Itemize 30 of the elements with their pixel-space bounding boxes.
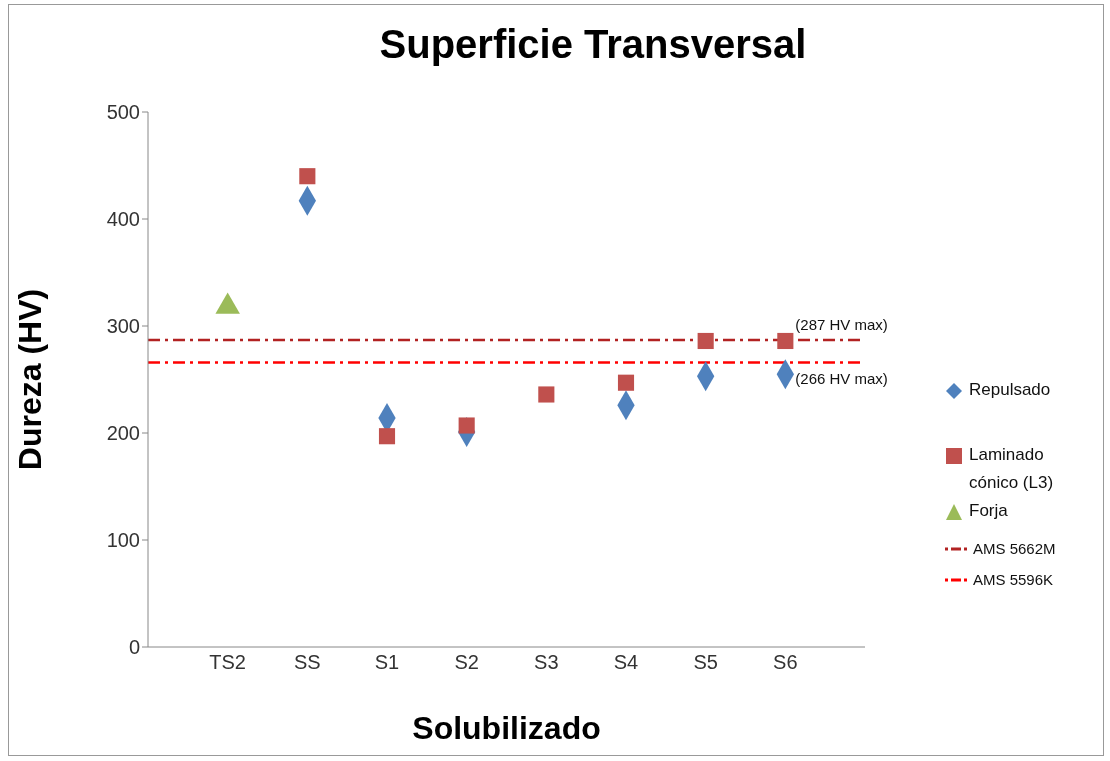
- y-tick-label: 100: [106, 529, 140, 552]
- annotation: (266 HV max): [795, 370, 888, 388]
- legend-label: Laminado cónico (L3): [969, 444, 1055, 494]
- x-tick-label: S1: [374, 651, 400, 674]
- y-axis-title: Dureza (HV): [12, 288, 49, 471]
- point: [378, 428, 396, 445]
- x-axis-title: Solubilizado: [412, 710, 601, 746]
- legend-label: AMS 5596K: [973, 571, 1054, 588]
- legend-label: Forja: [969, 500, 1008, 522]
- point: [299, 168, 316, 185]
- point: [538, 386, 555, 403]
- x-tick-label: SS: [293, 651, 321, 674]
- x-tick-label: S4: [613, 651, 639, 674]
- x-tick-label: TS2: [209, 651, 247, 674]
- y-tick-label: 0: [128, 636, 140, 659]
- annotation: (287 HV max): [795, 315, 888, 333]
- y-tick-label: 400: [106, 208, 140, 231]
- legend-label: Repulsado: [969, 379, 1051, 401]
- y-tick-label: 500: [106, 101, 140, 124]
- x-tick-label: S2: [454, 651, 479, 674]
- point: [697, 332, 714, 350]
- point: [777, 332, 794, 350]
- point: [617, 374, 635, 391]
- x-tick-label: S3: [534, 651, 559, 674]
- x-tick-label: S6: [773, 651, 798, 674]
- legend-label: AMS 5662M: [973, 540, 1056, 557]
- x-tick-label: S5: [693, 651, 718, 674]
- y-tick-label: 200: [106, 422, 140, 445]
- y-tick-label: 300: [106, 315, 140, 338]
- chart-title: Superficie Transversal: [378, 22, 808, 67]
